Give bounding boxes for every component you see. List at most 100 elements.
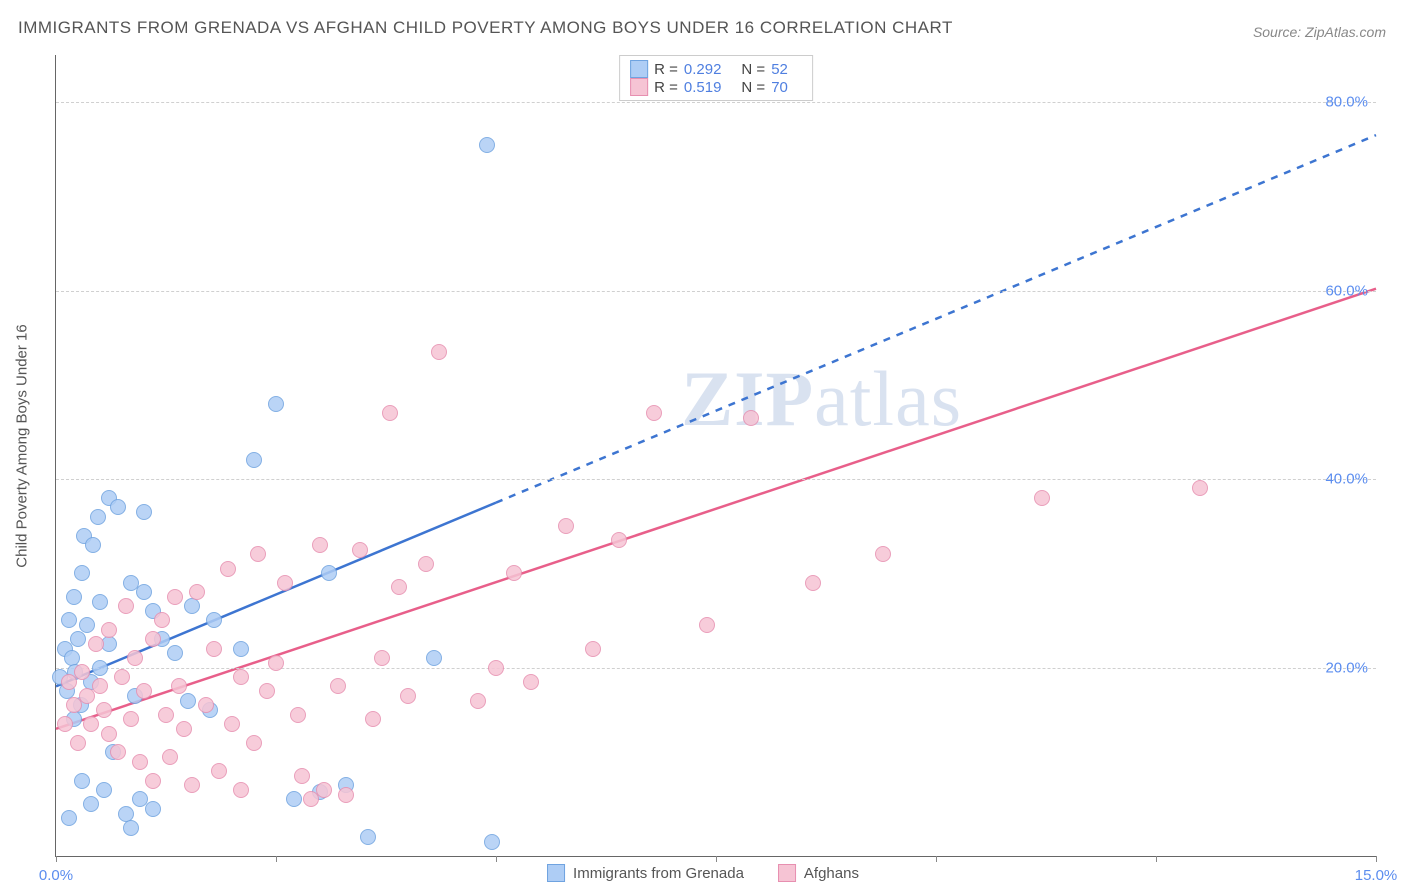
scatter-point	[805, 575, 821, 591]
scatter-point	[250, 546, 266, 562]
source-attribution: Source: ZipAtlas.com	[1253, 24, 1386, 40]
scatter-point	[246, 735, 262, 751]
scatter-point	[277, 575, 293, 591]
x-tick-mark	[936, 856, 937, 862]
scatter-point	[189, 584, 205, 600]
scatter-point	[374, 650, 390, 666]
scatter-point	[312, 537, 328, 553]
x-tick-label: 15.0%	[1355, 867, 1398, 884]
scatter-point	[1192, 480, 1208, 496]
scatter-point	[101, 622, 117, 638]
scatter-point	[96, 702, 112, 718]
trendline	[496, 135, 1376, 503]
x-tick-mark	[716, 856, 717, 862]
chart-title: IMMIGRANTS FROM GRENADA VS AFGHAN CHILD …	[18, 18, 953, 38]
legend-swatch-icon	[630, 78, 648, 96]
scatter-point	[316, 782, 332, 798]
scatter-point	[400, 688, 416, 704]
scatter-point	[158, 707, 174, 723]
scatter-point	[338, 787, 354, 803]
legend-swatch-icon	[547, 864, 565, 882]
scatter-point	[167, 645, 183, 661]
x-tick-mark	[1376, 856, 1377, 862]
scatter-point	[92, 678, 108, 694]
correlation-legend: R = 0.292 N = 52 R = 0.519 N = 70	[619, 55, 813, 101]
scatter-point	[233, 782, 249, 798]
scatter-point	[233, 641, 249, 657]
y-tick-label: 60.0%	[1325, 282, 1368, 299]
scatter-point	[699, 617, 715, 633]
scatter-point	[123, 820, 139, 836]
scatter-point	[484, 834, 500, 850]
scatter-point	[330, 678, 346, 694]
scatter-point	[136, 584, 152, 600]
scatter-point	[321, 565, 337, 581]
scatter-point	[246, 452, 262, 468]
gridline	[56, 102, 1376, 103]
trendline	[56, 289, 1376, 729]
scatter-point	[57, 716, 73, 732]
scatter-point	[184, 598, 200, 614]
scatter-point	[145, 631, 161, 647]
scatter-point	[83, 716, 99, 732]
scatter-point	[180, 693, 196, 709]
scatter-point	[206, 641, 222, 657]
scatter-point	[431, 344, 447, 360]
scatter-point	[127, 650, 143, 666]
scatter-point	[114, 669, 130, 685]
scatter-point	[198, 697, 214, 713]
x-tick-mark	[1156, 856, 1157, 862]
scatter-point	[96, 782, 112, 798]
scatter-point	[220, 561, 236, 577]
scatter-point	[506, 565, 522, 581]
scatter-point	[611, 532, 627, 548]
scatter-point	[488, 660, 504, 676]
scatter-point	[211, 763, 227, 779]
scatter-point	[294, 768, 310, 784]
gridline	[56, 291, 1376, 292]
scatter-point	[118, 598, 134, 614]
scatter-point	[1034, 490, 1050, 506]
scatter-point	[426, 650, 442, 666]
scatter-point	[233, 669, 249, 685]
scatter-point	[61, 612, 77, 628]
scatter-point	[145, 801, 161, 817]
scatter-point	[79, 617, 95, 633]
scatter-point	[88, 636, 104, 652]
gridline	[56, 479, 1376, 480]
scatter-point	[123, 711, 139, 727]
scatter-point	[74, 773, 90, 789]
scatter-point	[171, 678, 187, 694]
scatter-point	[558, 518, 574, 534]
legend-row: R = 0.519 N = 70	[630, 78, 802, 96]
scatter-point	[70, 631, 86, 647]
legend-label: Immigrants from Grenada	[573, 865, 744, 882]
scatter-point	[360, 829, 376, 845]
scatter-point	[110, 744, 126, 760]
x-tick-mark	[276, 856, 277, 862]
scatter-point	[90, 509, 106, 525]
scatter-point	[61, 810, 77, 826]
scatter-point	[875, 546, 891, 562]
scatter-point	[74, 565, 90, 581]
y-tick-label: 40.0%	[1325, 471, 1368, 488]
scatter-point	[70, 735, 86, 751]
scatter-point	[365, 711, 381, 727]
y-tick-label: 20.0%	[1325, 659, 1368, 676]
scatter-point	[92, 660, 108, 676]
scatter-point	[66, 589, 82, 605]
scatter-point	[145, 773, 161, 789]
y-axis-label: Child Poverty Among Boys Under 16	[14, 324, 31, 567]
legend-item: Afghans	[778, 864, 859, 882]
series-legend: Immigrants from Grenada Afghans	[547, 864, 859, 882]
scatter-point	[585, 641, 601, 657]
scatter-point	[101, 726, 117, 742]
scatter-point	[418, 556, 434, 572]
x-tick-label: 0.0%	[39, 867, 73, 884]
scatter-point	[470, 693, 486, 709]
scatter-point	[479, 137, 495, 153]
scatter-point	[224, 716, 240, 732]
scatter-point	[162, 749, 178, 765]
chart-plot-area: ZIPatlas R = 0.292 N = 52 R = 0.519 N = …	[55, 55, 1376, 857]
scatter-point	[110, 499, 126, 515]
